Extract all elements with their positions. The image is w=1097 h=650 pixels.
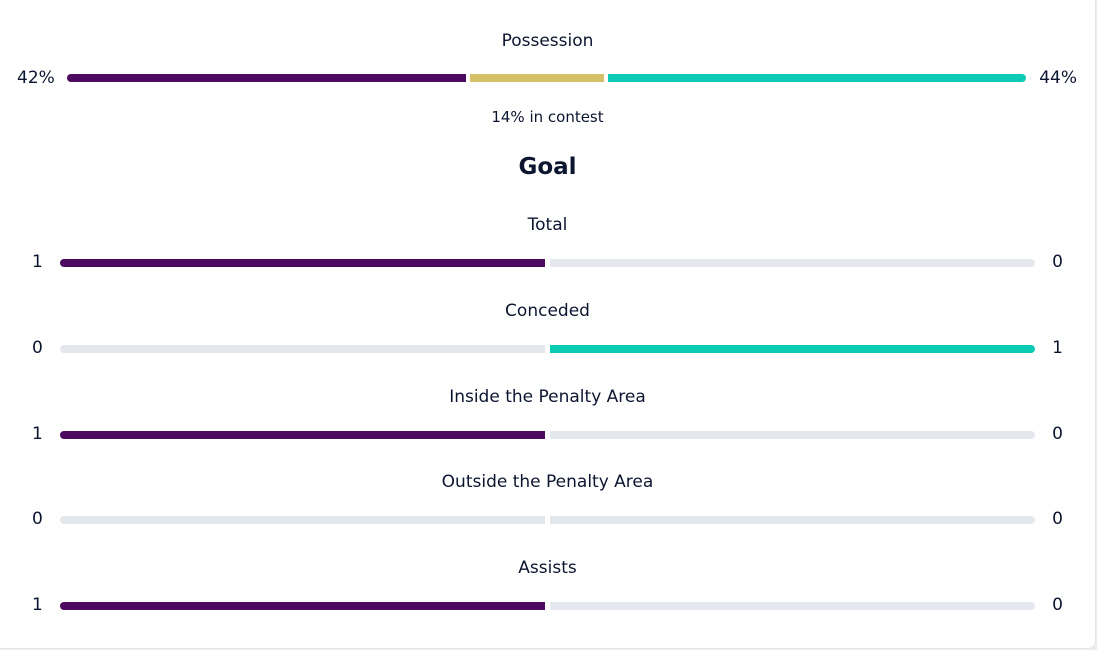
section-title: Goal [518,154,577,180]
stat-label: Total [527,215,568,235]
stat-away-value: 1 [1052,338,1063,358]
stat-home-bar [60,345,545,353]
stat-away-value: 0 [1052,252,1063,272]
possession-away-value: 44% [1039,68,1077,88]
stat-away-value: 0 [1052,509,1063,529]
stat-home-value: 1 [32,252,43,272]
stat-home-value: 1 [32,424,43,444]
stat-home-bar [60,259,545,267]
possession-home-bar [67,74,467,82]
stat-label: Assists [518,558,577,578]
possession-contest-bar [470,74,604,82]
possession-label: Possession [501,31,594,51]
stat-away-bar [550,516,1035,524]
stat-away-value: 0 [1052,424,1063,444]
stat-away-bar [550,259,1035,267]
stat-home-value: 1 [32,595,43,615]
stat-home-bar [60,516,545,524]
stat-home-value: 0 [32,338,43,358]
stat-away-bar [550,602,1035,610]
possession-away-bar [607,74,1026,82]
stat-label: Inside the Penalty Area [449,387,646,407]
stat-away-value: 0 [1052,595,1063,615]
stat-home-value: 0 [32,509,43,529]
stat-home-bar [60,602,545,610]
stat-home-bar [60,431,545,439]
possession-contest-text: 14% in contest [491,108,604,126]
stat-away-bar [550,345,1035,353]
possession-home-value: 42% [17,68,55,88]
stat-label: Outside the Penalty Area [441,472,654,492]
stat-away-bar [550,431,1035,439]
stat-label: Conceded [505,301,590,321]
